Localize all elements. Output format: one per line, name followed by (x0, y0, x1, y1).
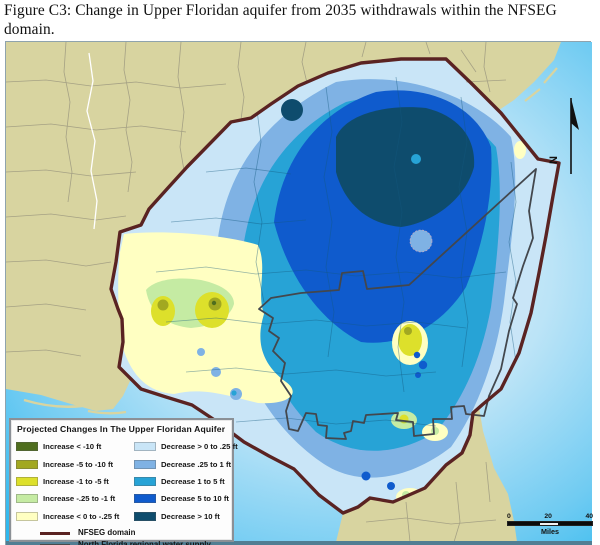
legend-item: Decrease > 0 to .25 ft (134, 438, 238, 455)
swatch-decrease-1-5 (134, 476, 156, 486)
region-increase-spots (361, 141, 549, 506)
scale-bar: 0 20 40 Miles (507, 513, 593, 536)
map-canvas: N 0 20 40 Miles Projected Changes In The… (5, 41, 593, 545)
legend-item: Decrease 5 to 10 ft (134, 490, 238, 507)
legend-label: Decrease .25 to 1 ft (161, 459, 232, 469)
map-legend: Projected Changes In The Upper Floridan … (9, 418, 238, 545)
legend-label: Increase < -10 ft (43, 442, 102, 452)
legend-line-items: NFSEG domain North Florida regional wate… (40, 528, 228, 545)
county-lines-domain (155, 76, 517, 427)
swatch-increase-m1-m5 (16, 476, 38, 486)
legend-item: Increase < -10 ft (16, 438, 132, 455)
georgia-barrier-islands (524, 67, 558, 102)
map-bottom-strip (6, 541, 592, 545)
swatch-decrease-025-1 (134, 459, 156, 469)
legend-title: Projected Changes In The Upper Floridan … (17, 424, 226, 434)
swatch-increase-m5-m10 (16, 459, 38, 469)
legend-label: Increase < 0 to -.25 ft (43, 511, 120, 521)
legend-label: Decrease 1 to 5 ft (161, 476, 225, 486)
legend-increase-column: Increase < -10 ft Increase -5 to -10 ft … (16, 438, 132, 525)
legend-label: Decrease 5 to 10 ft (161, 494, 229, 504)
scale-bar-graphic (507, 521, 593, 526)
region-decrease-gt10 (336, 107, 475, 227)
swatch-decrease-0-025 (134, 442, 156, 452)
legend-label: Increase -5 to -10 ft (43, 459, 114, 469)
nfseg-domain-line-swatch (40, 531, 70, 536)
swatch-increase-m025-m1 (16, 494, 38, 504)
legend-label: Decrease > 10 ft (161, 511, 220, 521)
legend-item: Decrease > 10 ft (134, 508, 238, 525)
legend-label: Increase -.25 to -1 ft (43, 494, 116, 504)
north-arrow: N (548, 98, 579, 174)
scale-tick-0: 0 (507, 513, 511, 520)
legend-label: Decrease > 0 to .25 ft (161, 442, 238, 452)
region-increase-cluster-west (118, 232, 293, 404)
legend-label: Increase -1 to -5 ft (43, 476, 109, 486)
land-outside-domain (6, 42, 561, 542)
legend-item: Increase -.25 to -1 ft (16, 490, 132, 507)
river-line (86, 52, 98, 230)
scale-tick-20: 20 (544, 513, 552, 520)
scale-tick-40: 40 (585, 513, 593, 520)
legend-item-planning-boundary: North Florida regional water supply plan… (40, 540, 228, 545)
county-lines-land (6, 42, 507, 542)
north-label: N (548, 156, 560, 164)
swatch-decrease-5-10 (134, 494, 156, 504)
swatch-increase-0-m025 (16, 511, 38, 521)
karst-spot (409, 229, 433, 253)
map-svg (6, 42, 592, 545)
legend-item: Increase -5 to -10 ft (16, 455, 132, 472)
scale-unit: Miles (541, 527, 559, 536)
legend-item: Increase < 0 to -.25 ft (16, 508, 132, 525)
gulf-barrier-islands (23, 398, 127, 415)
legend-label: NFSEG domain (78, 527, 136, 537)
legend-item: Decrease .25 to 1 ft (134, 455, 238, 472)
legend-item: Increase -1 to -5 ft (16, 473, 132, 490)
figure-caption: Figure C3: Change in Upper Floridan aqui… (4, 2, 557, 38)
legend-item-nfseg-domain: NFSEG domain (40, 528, 228, 538)
legend-item: Decrease 1 to 5 ft (134, 473, 238, 490)
swatch-increase-lt-m10 (16, 442, 38, 452)
legend-label: North Florida regional water supply plan… (78, 540, 211, 545)
legend-decrease-column: Decrease > 0 to .25 ft Decrease .25 to 1… (134, 438, 238, 525)
swatch-decrease-gt-10 (134, 511, 156, 521)
